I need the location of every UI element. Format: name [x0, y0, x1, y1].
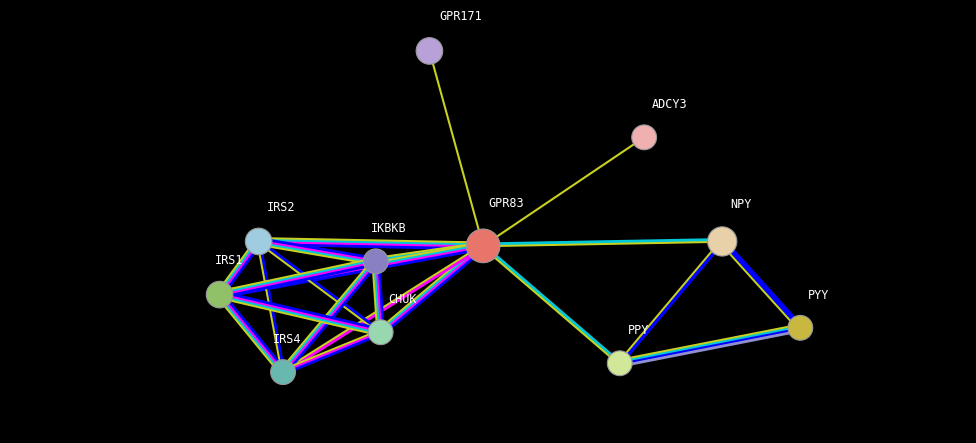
Ellipse shape [788, 315, 813, 340]
Text: NPY: NPY [730, 198, 752, 211]
Text: GPR83: GPR83 [488, 198, 524, 210]
Ellipse shape [270, 360, 296, 385]
Ellipse shape [206, 281, 233, 308]
Ellipse shape [363, 249, 388, 274]
Text: IRS4: IRS4 [273, 333, 302, 346]
Ellipse shape [631, 125, 657, 150]
Ellipse shape [708, 227, 737, 256]
Text: IRS2: IRS2 [266, 201, 295, 214]
Ellipse shape [607, 351, 632, 376]
Ellipse shape [467, 229, 500, 263]
Text: PPY: PPY [628, 324, 649, 337]
Text: GPR171: GPR171 [439, 10, 482, 23]
Ellipse shape [416, 38, 443, 64]
Ellipse shape [368, 320, 393, 345]
Text: CHUK: CHUK [388, 293, 417, 306]
Text: ADCY3: ADCY3 [652, 98, 688, 111]
Text: IRS1: IRS1 [215, 254, 243, 267]
Ellipse shape [245, 228, 272, 255]
Text: PYY: PYY [808, 289, 830, 302]
Text: IKBKB: IKBKB [371, 222, 407, 235]
